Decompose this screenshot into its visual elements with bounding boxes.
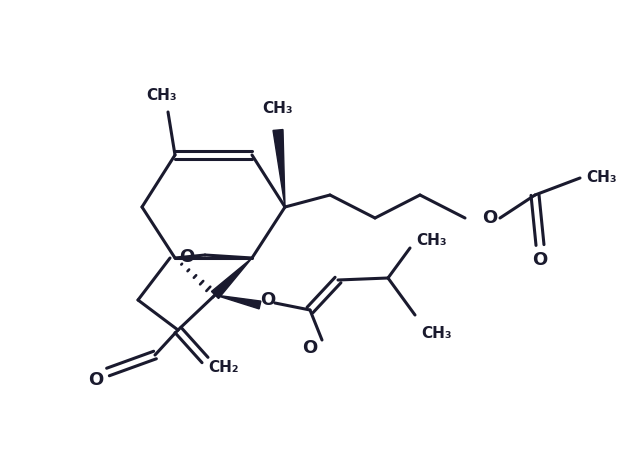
Text: CH₃: CH₃ [147, 87, 177, 102]
Polygon shape [215, 295, 261, 309]
Text: O: O [532, 251, 548, 269]
Text: O: O [260, 291, 276, 309]
Text: CH₃: CH₃ [417, 233, 447, 248]
Text: CH₂: CH₂ [208, 360, 238, 376]
Text: CH₃: CH₃ [262, 101, 293, 116]
Text: O: O [88, 371, 104, 389]
Polygon shape [273, 130, 285, 207]
Polygon shape [211, 258, 252, 298]
Text: CH₃: CH₃ [587, 171, 618, 186]
Text: O: O [179, 248, 195, 266]
Text: O: O [483, 209, 498, 227]
Text: O: O [302, 339, 317, 357]
Text: CH₃: CH₃ [422, 326, 452, 340]
